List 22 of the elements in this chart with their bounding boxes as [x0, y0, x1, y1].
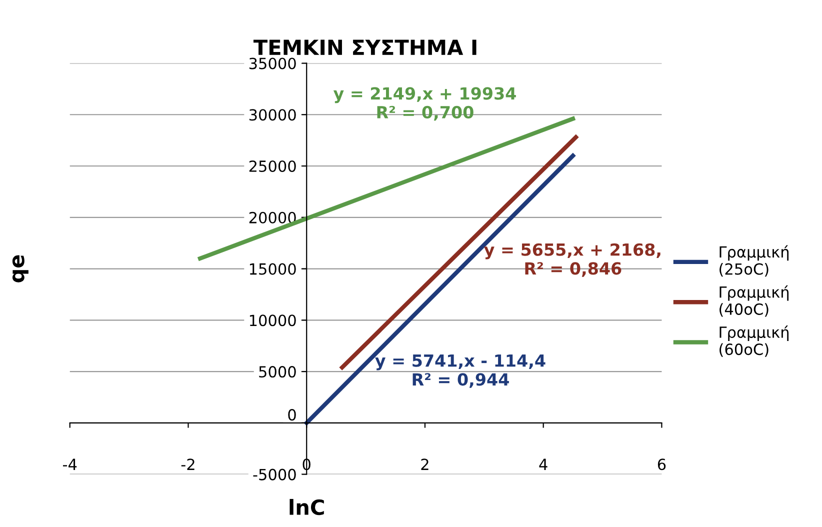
x-tick-label: 2 [421, 458, 428, 470]
y-axis-title: qe [12, 255, 28, 282]
legend-label: Γραμμική (40oC) [720, 285, 789, 317]
legend-label: Γραμμική (60oC) [720, 326, 789, 357]
y-tick-label: 15000 [250, 263, 296, 275]
y-tick-label: 5000 [259, 366, 296, 378]
y-tick-label: 30000 [249, 109, 296, 121]
x-tick-label: 6 [658, 458, 666, 470]
y-tick-label: 0 [288, 409, 296, 421]
annotation: y = 5655,x + 2168, R² = 0,846 [484, 243, 660, 277]
x-tick-label: 4 [539, 458, 548, 470]
annotation: y = 5741,x - 114,4 R² = 0,944 [375, 354, 546, 388]
chart-title: ΤΕΜΚΙΝ ΣΥΣΤΗΜΑ Ι [253, 40, 476, 55]
y-tick-label: 25000 [249, 160, 296, 172]
legend-label: Γραμμική (25oC) [720, 245, 789, 277]
x-tick-label: -2 [181, 458, 194, 470]
x-axis-title: lnC [290, 498, 324, 516]
y-tick-label: 10000 [250, 314, 296, 326]
y-tick-label: 35000 [249, 58, 296, 70]
x-tick-label: -4 [63, 458, 77, 470]
y-tick-label: 20000 [249, 212, 296, 224]
y-tick-label: -5000 [253, 468, 296, 480]
